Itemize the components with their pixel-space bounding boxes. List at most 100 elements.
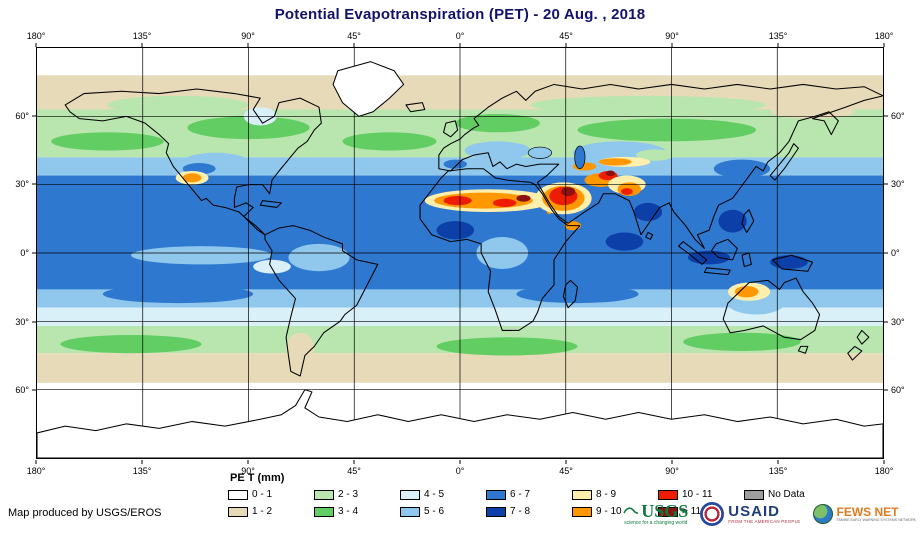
australia-outline	[722, 277, 821, 341]
legend: PE T (mm) 0 - 1 1 - 2 2 - 3 3 - 4 4 - 5 5 - 6…	[228, 472, 830, 519]
sulawesi-outline	[741, 252, 752, 268]
axis-tick	[884, 183, 888, 185]
axis-label: 60°	[891, 385, 905, 396]
axis-label: 45°	[559, 466, 573, 476]
legend-swatch	[400, 489, 420, 500]
north-america-outline	[64, 88, 322, 236]
axis-label: 0°	[20, 248, 29, 258]
legend-item: 8 - 9	[572, 487, 658, 502]
fewsnet-logo: FEWS NET FAMINE EARLY WARNING SYSTEMS NE…	[812, 504, 916, 524]
axis-tick	[777, 460, 779, 464]
legend-item: 4 - 5	[400, 487, 486, 502]
legend-item: 9 - 10	[572, 504, 658, 519]
usgs-logo-text: USGS	[641, 501, 689, 521]
axis-label: 45°	[559, 31, 573, 41]
usgs-tagline: science for a changing world	[624, 520, 688, 526]
axis-label: 180°	[874, 466, 894, 476]
legend-swatch	[314, 489, 334, 500]
legend-item: 1 - 2	[228, 504, 314, 519]
axis-label: 30°	[891, 316, 905, 327]
legend-label: 2 - 3	[338, 489, 359, 500]
iceland-outline	[405, 102, 426, 113]
axis-tick	[459, 460, 461, 464]
legend-swatch	[744, 489, 764, 500]
axis-tick	[884, 389, 888, 391]
axis-tick	[884, 115, 888, 117]
axis-tick	[32, 183, 36, 185]
axis-tick	[32, 321, 36, 323]
legend-item: > 11	[658, 504, 744, 519]
axis-tick	[565, 43, 567, 47]
axis-tick	[35, 460, 37, 464]
sri-lanka-outline	[645, 231, 654, 240]
legend-label: 6 - 7	[510, 489, 531, 500]
eurasia-outline	[438, 83, 883, 249]
africa-outline	[419, 168, 581, 331]
legend-item: 5 - 6	[400, 504, 486, 519]
axis-label: 30°	[15, 316, 29, 327]
legend-item: No Data	[744, 487, 830, 502]
map-credit: Map produced by USGS/EROS	[8, 507, 162, 519]
axis-label: 135°	[132, 31, 152, 41]
axis-label: 135°	[132, 466, 152, 476]
logos-row: USGS science for a changing world USAID …	[623, 494, 916, 534]
usaid-logo: USAID FROM THE AMERICAN PEOPLE	[700, 502, 800, 526]
fewsnet-globe-icon	[812, 504, 833, 524]
axis-label: 0°	[455, 466, 465, 476]
legend-swatch	[486, 506, 506, 517]
axis-tick	[884, 321, 888, 323]
map-frame	[36, 47, 884, 459]
axis-label: 60°	[15, 110, 29, 121]
usaid-tagline: FROM THE AMERICAN PEOPLE	[728, 518, 801, 524]
axis-tick	[777, 43, 779, 47]
axis-label: 90°	[241, 31, 255, 41]
legend-swatch	[572, 489, 592, 500]
axis-label: 135°	[768, 31, 788, 41]
axis-label: 180°	[26, 31, 46, 41]
axis-tick	[671, 43, 673, 47]
lon-labels-bottom: 180° 135° 90° 45° 0° 45° 90° 135° 180°	[27, 460, 893, 476]
lat-labels-left: 60° 30° 0° 30° 60°	[0, 47, 36, 459]
legend-label: 0 - 1	[252, 489, 273, 500]
legend-swatch	[658, 489, 678, 500]
tasmania-outline	[797, 345, 809, 354]
lon-labels-top: 180° 135° 90° 45° 0° 45° 90° 135° 180°	[27, 31, 893, 47]
usgs-wave-icon	[623, 507, 639, 514]
axis-tick	[141, 460, 143, 464]
south-america-outline	[264, 225, 379, 377]
lat-labels-right: 60° 30° 0° 30° 60°	[884, 47, 920, 459]
axis-label: 30°	[891, 179, 905, 190]
greenland-outline	[332, 61, 405, 117]
legend-label: No Data	[768, 489, 805, 500]
axis-tick	[247, 460, 249, 464]
axis-label: 90°	[665, 31, 679, 41]
axis-tick	[32, 252, 36, 254]
axis-label: 90°	[665, 466, 679, 476]
antarctica-outline	[37, 389, 883, 458]
axis-tick	[141, 43, 143, 47]
cuba-outline	[259, 200, 282, 208]
legend-swatch	[658, 506, 678, 517]
axis-label: 135°	[768, 466, 788, 476]
legend-item: 10 - 11	[658, 487, 744, 502]
philippines-outline	[741, 209, 755, 234]
legend-swatch	[314, 506, 334, 517]
borneo-outline	[710, 238, 738, 261]
legend-swatch	[486, 489, 506, 500]
legend-label: > 11	[682, 506, 701, 517]
sumatra-outline	[678, 241, 708, 265]
axis-tick	[353, 460, 355, 464]
legend-item: 6 - 7	[486, 487, 572, 502]
axis-tick	[883, 43, 885, 47]
axis-label: 90°	[241, 466, 255, 476]
legend-swatch	[400, 506, 420, 517]
legend-label: 9 - 10	[596, 506, 622, 517]
axis-tick	[32, 389, 36, 391]
graticule	[37, 48, 883, 458]
axis-label: 30°	[15, 179, 29, 190]
new-zealand-south-outline	[847, 345, 863, 361]
legend-label: 4 - 5	[424, 489, 445, 500]
axis-tick	[247, 43, 249, 47]
japan-outline	[769, 143, 799, 181]
legend-items: 0 - 1 1 - 2 2 - 3 3 - 4 4 - 5 5 - 6 6 - 7 7 - 8…	[228, 487, 830, 519]
